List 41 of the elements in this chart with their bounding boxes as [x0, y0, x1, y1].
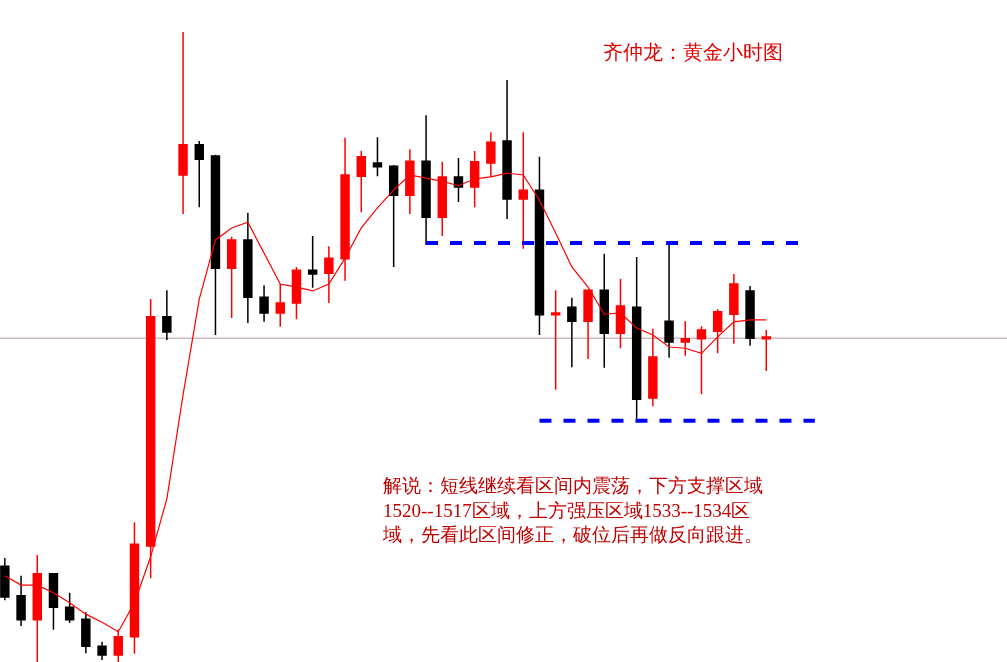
chart-title: 齐仲龙：黄金小时图 [603, 41, 783, 63]
candlestick [680, 320, 690, 357]
candlestick [307, 235, 318, 289]
candlestick [48, 572, 59, 631]
candlestick [583, 289, 593, 360]
candlestick [599, 253, 609, 369]
candlestick [712, 308, 723, 355]
candlestick [243, 212, 253, 324]
candlestick [259, 284, 269, 323]
candlestick [16, 574, 26, 627]
candlestick [275, 283, 285, 328]
candlestick [648, 327, 658, 407]
candlestick [729, 273, 739, 345]
candlestick [162, 289, 172, 341]
candlestick [550, 289, 561, 391]
candlestick [388, 164, 399, 268]
candlestick [631, 256, 642, 420]
candlestick [453, 157, 464, 203]
candlestick [64, 591, 75, 624]
candlestick [97, 641, 107, 661]
candlestick [210, 154, 221, 336]
candlestick [356, 150, 366, 213]
candlestick [226, 236, 237, 319]
candlestick [615, 278, 626, 350]
candlestick [664, 244, 674, 359]
candlestick [372, 136, 383, 178]
candlestick [145, 298, 156, 579]
candlestick [745, 285, 755, 347]
candlestick [0, 557, 10, 602]
candlestick [502, 79, 512, 220]
candlestick [534, 155, 545, 336]
candlestick [761, 329, 771, 372]
candlestick [696, 325, 707, 395]
candlestick [421, 114, 431, 246]
candlestick [324, 245, 334, 304]
candlestick [178, 31, 188, 215]
candlestick [291, 266, 302, 321]
candlestick [194, 140, 204, 208]
candlestick [567, 297, 577, 368]
candlestick [81, 611, 91, 654]
annotation: 解说：短线继续看区间内震荡，下方支撑区域1520--1517区域，上方强压区域1533--1534区域，先看此区间修正，破位后再做反向跟进。 [382, 475, 763, 546]
